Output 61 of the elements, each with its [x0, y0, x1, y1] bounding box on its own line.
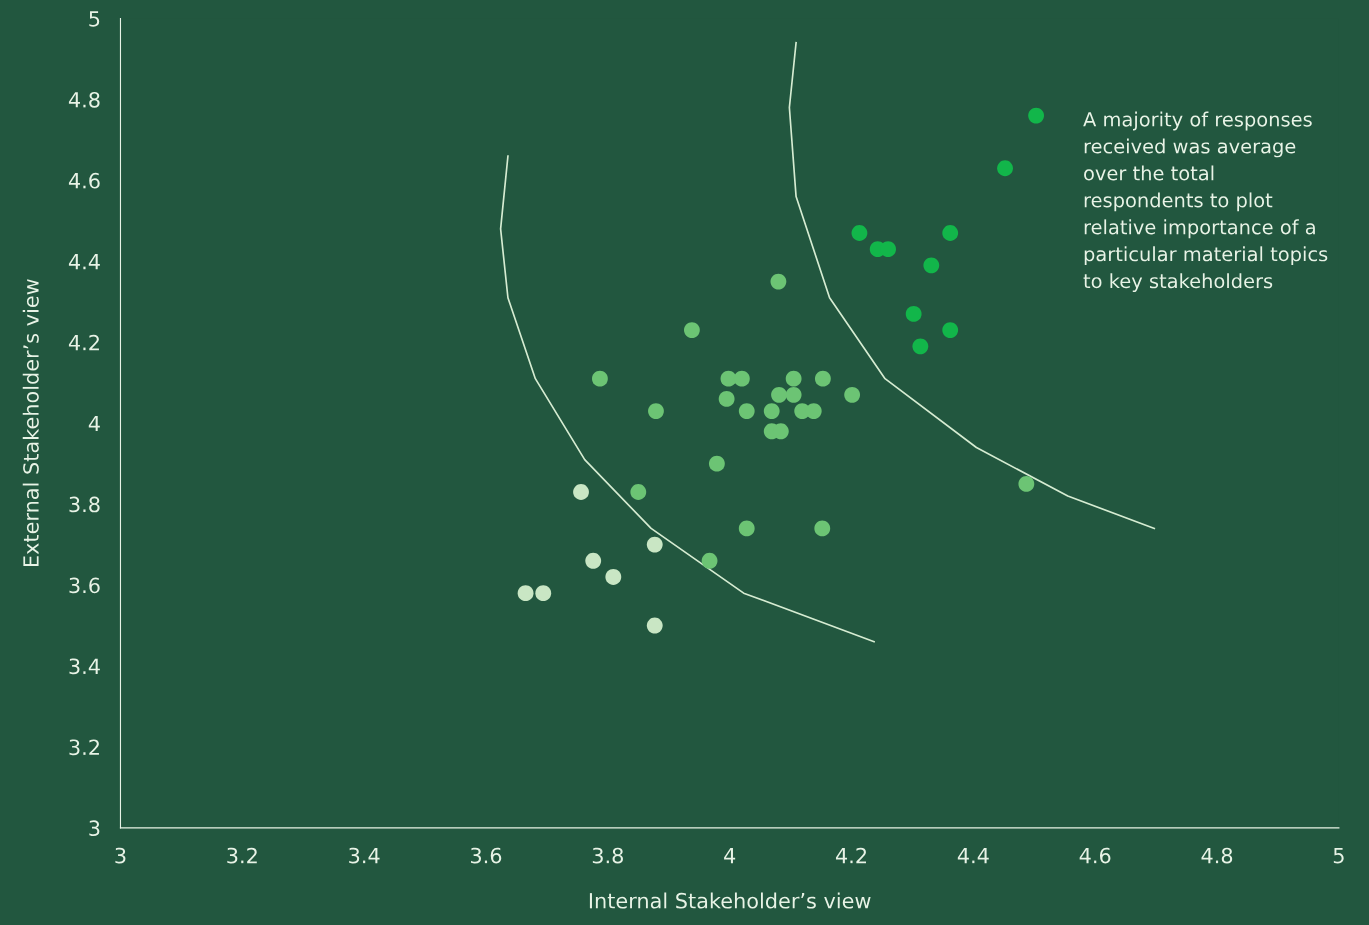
x-tick-label: 4.2	[835, 847, 866, 864]
point	[573, 484, 589, 500]
x-axis-title: Internal Stakeholder’s view	[589, 892, 871, 909]
point	[785, 370, 802, 387]
x-tick-label: 4.8	[1201, 847, 1233, 864]
point	[592, 370, 608, 387]
point	[1028, 107, 1045, 124]
point	[770, 273, 787, 290]
point	[763, 403, 780, 419]
y-tick-label: 3.2	[69, 739, 99, 756]
y-tick-label: 3	[89, 820, 100, 837]
x-tick-label: 4.6	[1079, 847, 1111, 864]
point	[517, 585, 534, 602]
point	[701, 552, 718, 569]
x-tick-label: 3.4	[349, 847, 380, 864]
y-tick-label: 3.4	[69, 658, 100, 675]
y-tick-label: 5	[89, 11, 100, 27]
point	[605, 569, 622, 585]
point	[646, 617, 663, 634]
point	[814, 520, 831, 537]
y-tick-label: 3.8	[69, 496, 100, 513]
point	[630, 484, 647, 500]
y-tick-label: 4.6	[68, 172, 100, 189]
annotation: A majority of responses received was average over the total respondents to plot relative importance of a particular material topics to key stakeholders	[1083, 111, 1328, 293]
y-tick-label: 4.4	[68, 254, 100, 270]
point	[585, 552, 602, 569]
point	[844, 386, 861, 403]
x-tick-label: 4	[724, 847, 736, 864]
point	[738, 520, 755, 537]
x-tick-label: 3	[115, 847, 126, 864]
y-tick-label: 3.6	[69, 577, 100, 594]
point	[708, 455, 725, 472]
point	[738, 403, 755, 419]
point	[720, 370, 737, 387]
x-tick-label: 3.2	[227, 847, 257, 864]
point	[733, 370, 750, 387]
point	[785, 386, 802, 403]
point	[851, 225, 868, 241]
point	[814, 370, 831, 387]
point	[683, 322, 700, 339]
point	[718, 390, 735, 407]
y-tick-label: 4.2	[68, 334, 99, 351]
point	[912, 338, 929, 355]
point	[997, 160, 1013, 177]
point	[905, 306, 922, 322]
x-tick-label: 4.4	[957, 847, 989, 864]
x-tick-label: 3.6	[471, 847, 502, 864]
point	[771, 386, 787, 403]
point	[942, 225, 959, 241]
point	[535, 585, 552, 602]
y-tick-label: 4	[88, 415, 100, 432]
y-tick-label: 4.8	[68, 91, 100, 108]
point	[923, 257, 940, 274]
line-series	[499, 155, 875, 643]
point	[942, 322, 959, 339]
y-axis-title: External Stakeholder’s view	[22, 279, 39, 567]
x-tick-label: 5	[1333, 847, 1344, 864]
point	[646, 536, 663, 553]
point	[1018, 475, 1035, 492]
x-tick-label: 3.8	[592, 847, 623, 864]
point	[648, 403, 664, 419]
